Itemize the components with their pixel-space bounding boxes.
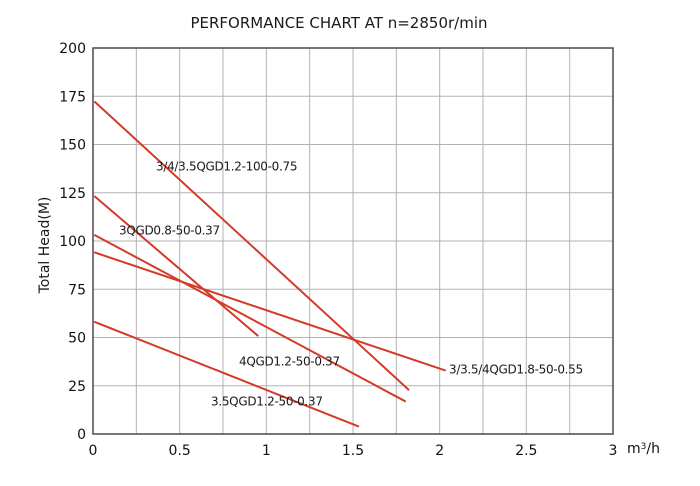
series-label-0: 3/4/3.5QGD1.2-100-0.75 xyxy=(156,160,297,174)
x-tick-label: 2.5 xyxy=(515,443,537,459)
y-tick-label: 50 xyxy=(68,331,86,347)
y-tick-label: 175 xyxy=(59,89,86,105)
y-tick-label: 150 xyxy=(59,138,86,154)
x-unit-exponent: 3 xyxy=(640,442,647,452)
series-label-2: 4QGD1.2-50-0.37 xyxy=(239,355,340,369)
x-tick-label: 0.5 xyxy=(169,443,191,459)
x-tick-label: 3 xyxy=(609,443,618,459)
x-tick-label: 1 xyxy=(262,443,271,459)
axes-border xyxy=(92,47,614,435)
series-line-1 xyxy=(94,195,259,337)
x-unit-base: m xyxy=(627,441,641,457)
y-tick-label: 200 xyxy=(59,41,86,57)
x-tick-label: 2 xyxy=(435,443,444,459)
series-label-1: 3QGD0.8-50-0.37 xyxy=(119,224,220,238)
y-tick-label: 0 xyxy=(77,427,86,443)
x-tick-label: 1.5 xyxy=(342,443,364,459)
x-tick-label: 0 xyxy=(89,443,98,459)
series-label-3: 3/3.5/4QGD1.8-50-0.55 xyxy=(449,363,583,377)
series-line-0 xyxy=(94,101,410,391)
series-line-3 xyxy=(94,251,446,372)
series-label-4: 3.5QGD1.2-50-0.37 xyxy=(211,395,323,409)
y-tick-label: 100 xyxy=(59,234,86,250)
x-unit-rest: /h xyxy=(646,441,660,457)
chart-title: PERFORMANCE CHART AT n=2850r/min xyxy=(190,14,488,32)
y-tick-label: 75 xyxy=(68,282,86,298)
y-tick-label: 125 xyxy=(59,186,86,202)
x-axis-unit: m3/h xyxy=(627,441,660,457)
series-line-2 xyxy=(94,234,406,403)
series-line-4 xyxy=(94,321,360,428)
y-tick-label: 25 xyxy=(68,379,86,395)
